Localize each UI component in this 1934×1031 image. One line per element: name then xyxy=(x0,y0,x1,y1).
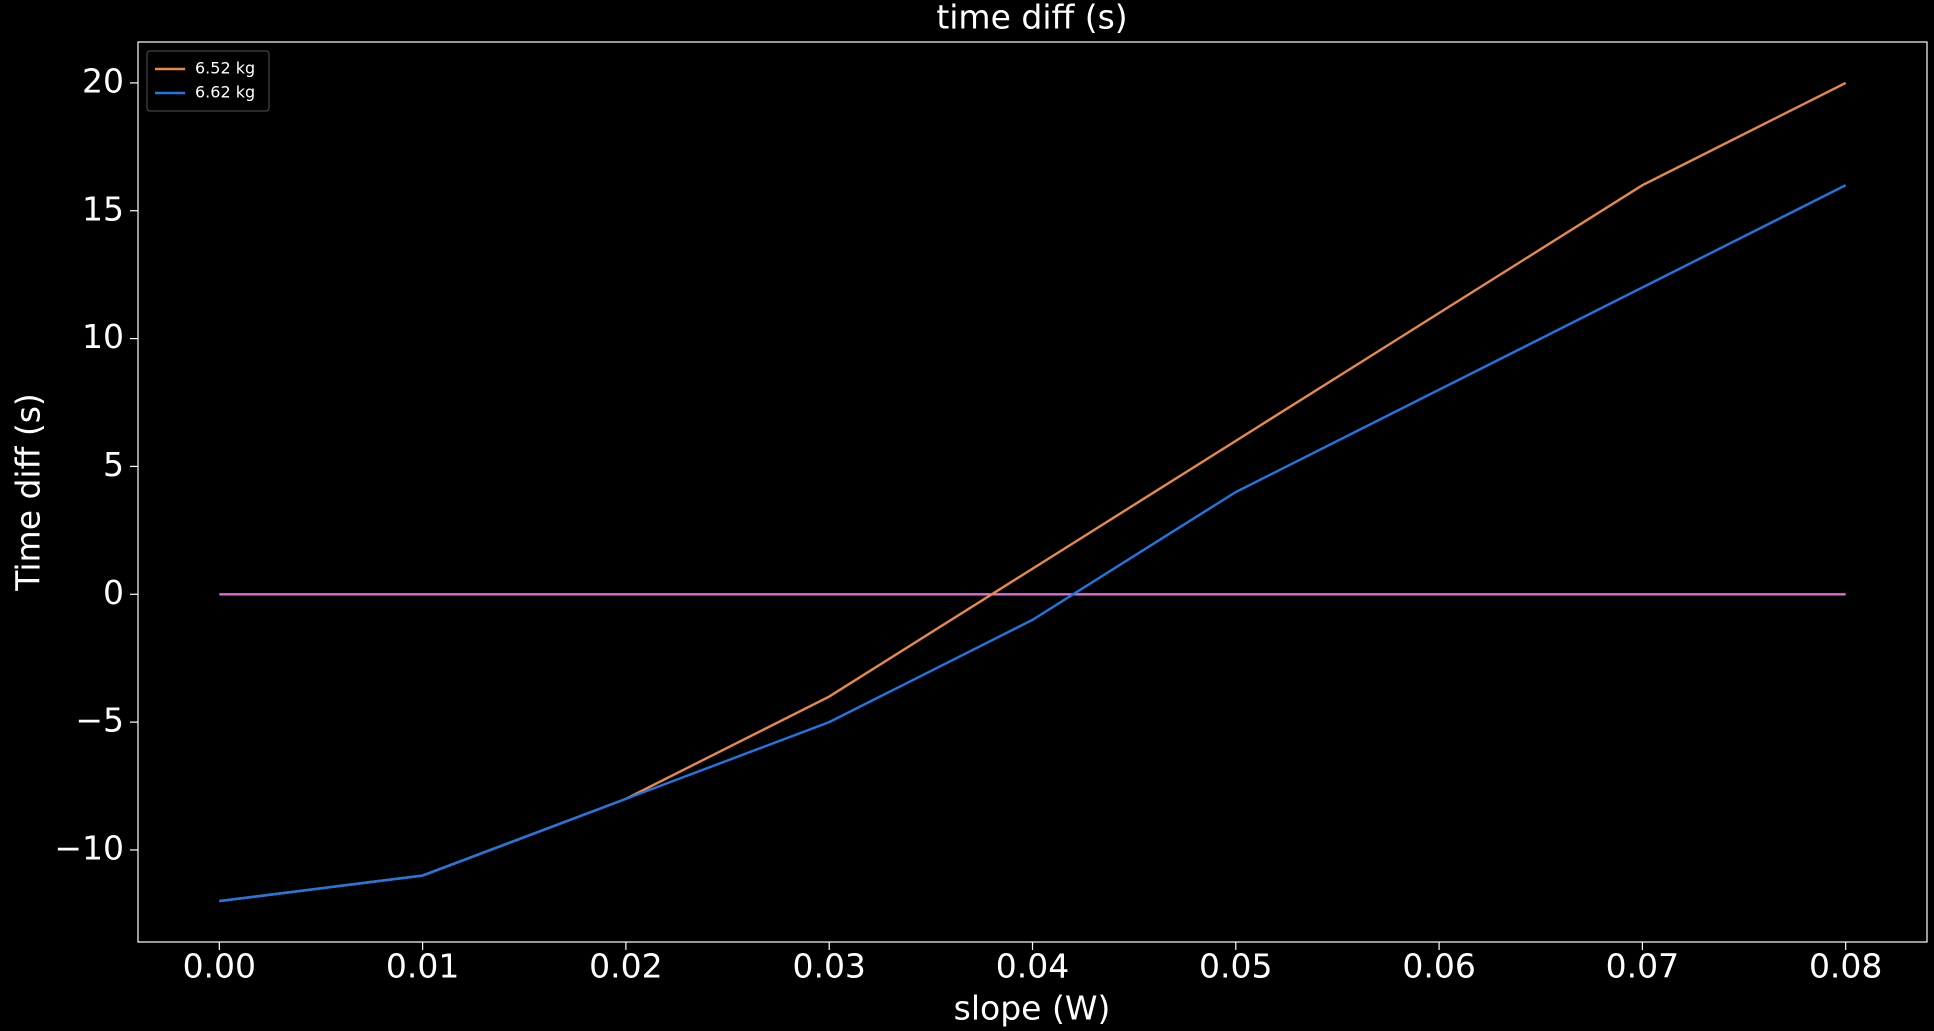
x-tick-label: 0.01 xyxy=(386,947,459,986)
legend-box xyxy=(146,50,270,112)
x-tick-label: 0.04 xyxy=(996,947,1069,986)
chart-title: time diff (s) xyxy=(936,0,1127,37)
y-tick-label: 5 xyxy=(103,445,124,484)
x-tick-label: 0.03 xyxy=(792,947,865,986)
y-tick-label: −5 xyxy=(75,701,124,740)
x-tick-label: 0.02 xyxy=(589,947,662,986)
x-tick-label: 0.00 xyxy=(183,947,256,986)
x-tick-label: 0.06 xyxy=(1402,947,1475,986)
legend-label: 6.62 kg xyxy=(195,83,255,102)
y-axis-label: Time diff (s) xyxy=(9,393,48,592)
y-tick-label: −10 xyxy=(54,828,124,867)
x-tick-label: 0.07 xyxy=(1606,947,1679,986)
plot-frame xyxy=(137,41,1928,943)
y-tick-label: 15 xyxy=(82,189,124,228)
series-line xyxy=(219,184,1847,903)
x-tick-label: 0.08 xyxy=(1809,947,1882,986)
x-axis-label: slope (W) xyxy=(954,989,1111,1028)
y-tick-label: 0 xyxy=(103,573,124,612)
legend-label: 6.52 kg xyxy=(195,59,255,78)
y-tick-label: 20 xyxy=(82,61,124,100)
y-tick-label: 10 xyxy=(82,317,124,356)
x-tick-label: 0.05 xyxy=(1199,947,1272,986)
